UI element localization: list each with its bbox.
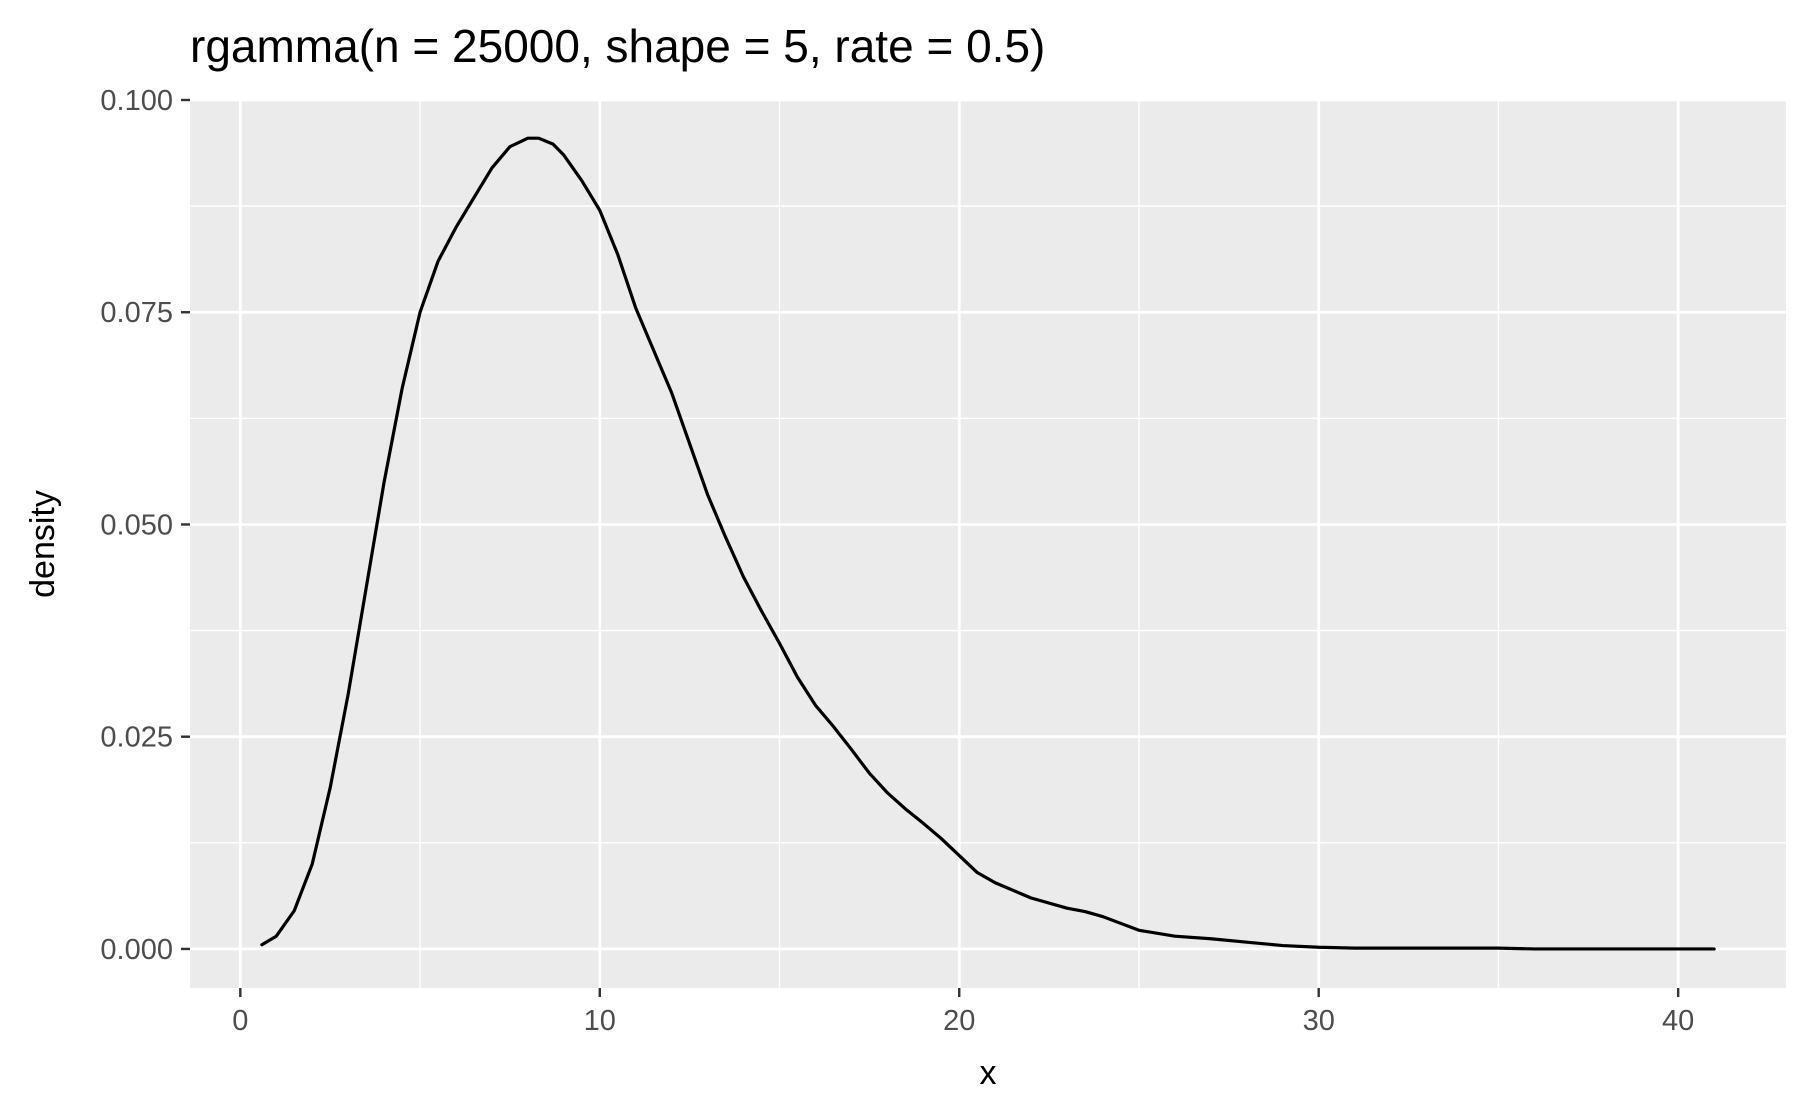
y-tick-label: 0.050 bbox=[100, 509, 173, 541]
x-tick-label: 40 bbox=[1662, 1005, 1694, 1037]
y-axis: 0.000 0.025 0.050 0.075 0.100 bbox=[100, 85, 190, 966]
y-tick-label: 0.075 bbox=[100, 297, 173, 329]
x-tick-label: 10 bbox=[584, 1005, 616, 1037]
plot-panel bbox=[190, 100, 1786, 988]
y-tick-label: 0.025 bbox=[100, 722, 173, 754]
y-tick-label: 0.100 bbox=[100, 85, 173, 117]
y-axis-title: density bbox=[24, 490, 62, 598]
y-tick-label: 0.000 bbox=[100, 934, 173, 966]
minor-gridlines bbox=[190, 100, 1786, 988]
x-axis-title: x bbox=[980, 1054, 997, 1092]
x-tick-label: 30 bbox=[1303, 1005, 1335, 1037]
density-line bbox=[260, 136, 1716, 951]
chart-title: rgamma(n = 25000, shape = 5, rate = 0.5) bbox=[190, 20, 1045, 72]
x-axis: 0 10 20 30 40 bbox=[232, 988, 1694, 1037]
x-tick-label: 0 bbox=[232, 1005, 248, 1037]
x-tick-label: 20 bbox=[943, 1005, 975, 1037]
